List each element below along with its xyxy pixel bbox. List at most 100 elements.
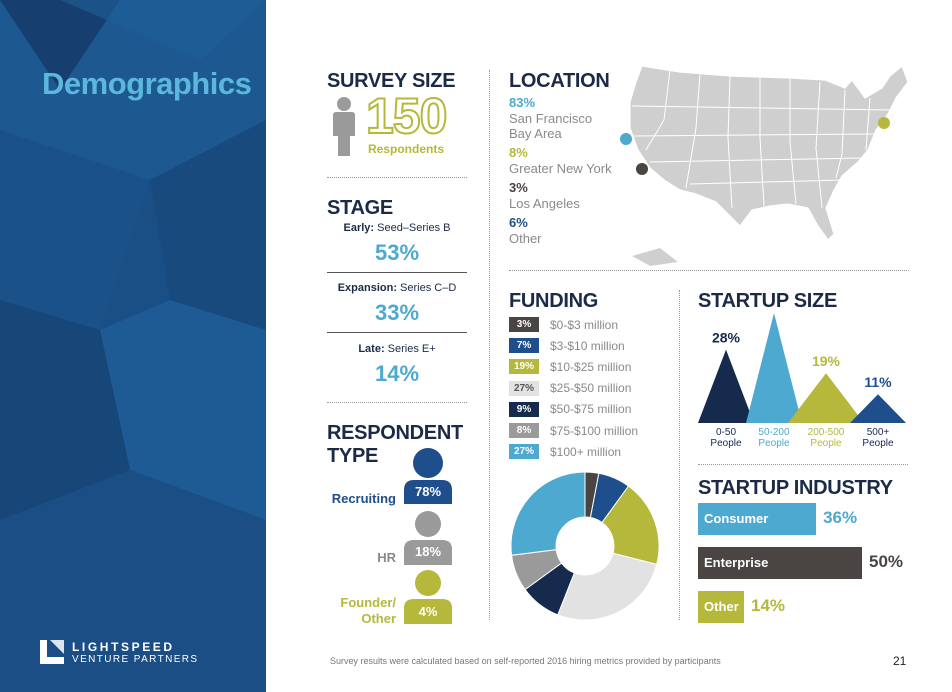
location-other-name: Other: [509, 231, 542, 246]
size-mountain: [850, 394, 906, 423]
background-polygons: [0, 0, 266, 692]
donut-slice: [510, 471, 586, 556]
funding-row: 19% $10-$25 million: [509, 359, 632, 375]
size-mountain: [746, 313, 802, 423]
location-sf-pct: 83%: [509, 95, 536, 110]
startup-size-chart: 28%0-50People42%50-200People19%200-500Pe…: [696, 293, 910, 465]
recruiting-label: Recruiting: [331, 491, 396, 506]
funding-row: 3% $0-$3 million: [509, 317, 618, 332]
location-sf-name-2: Bay Area: [509, 126, 562, 141]
industry-pct: 50%: [869, 552, 904, 571]
founder-person-icon: [401, 568, 455, 629]
column-divider: [489, 70, 490, 620]
stage-expansion-label: Expansion: Series C–D: [337, 282, 457, 294]
size-category-label: 50-200: [758, 427, 790, 438]
industry-bar: Consumer: [698, 503, 817, 535]
location-la-pct: 3%: [509, 180, 528, 195]
donut-slice: [601, 485, 660, 566]
location-other-pct: 6%: [509, 215, 528, 230]
funding-range-label: $10-$25 million: [550, 359, 632, 374]
respondents-label: Respondents: [368, 142, 445, 156]
stage-late-label: Late: Series E+: [358, 343, 436, 355]
location-ny-name: Greater New York: [509, 161, 612, 176]
hr-pct: 18%: [414, 544, 442, 559]
funding-row: 9% $50-$75 million: [509, 401, 632, 417]
size-category-label: People: [862, 438, 894, 449]
size-category-label: People: [710, 438, 742, 449]
funding-pct-badge: 7%: [509, 338, 539, 354]
us-map: [620, 58, 910, 273]
page-title: Demographics: [42, 66, 252, 101]
lightspeed-logo-icon: [40, 640, 64, 664]
page-number: 21: [893, 654, 907, 668]
survey-size-title: SURVEY SIZE: [327, 70, 456, 92]
funding-pct-badge: 27%: [509, 380, 539, 396]
funding-range-label: $25-$50 million: [550, 381, 632, 396]
funding-range-label: $0-$3 million: [550, 317, 619, 332]
funding-pct-badge: 19%: [509, 359, 539, 375]
sf-marker: [620, 133, 632, 145]
size-category-label: People: [758, 438, 790, 449]
size-category-label: 0-50: [716, 427, 736, 438]
recruiting-pct: 78%: [414, 484, 442, 499]
hr-person-icon: [401, 509, 455, 570]
section-divider: [327, 177, 467, 178]
funding-pct-badge: 27%: [509, 444, 539, 460]
stage-title: STAGE: [327, 197, 393, 219]
funding-range-label: $50-$75 million: [550, 402, 632, 417]
founder-label-2: Other: [361, 611, 396, 626]
ny-marker: [878, 117, 890, 129]
survey-size-value: 150: [365, 87, 448, 145]
donut-slice: [557, 552, 658, 621]
la-marker: [636, 163, 648, 175]
size-mountain: [788, 373, 864, 423]
industry-bar: Enterprise: [698, 547, 862, 579]
funding-range-label: $75-$100 million: [550, 423, 639, 438]
person-icon: [330, 96, 358, 161]
section-divider: [509, 270, 909, 271]
logo-name: LIGHTSPEED: [72, 640, 175, 654]
size-pct-label: 28%: [712, 330, 741, 346]
stage-expansion-pct: 33%: [374, 300, 420, 325]
industry-pct: 14%: [751, 596, 786, 615]
location-title: LOCATION: [509, 70, 610, 92]
funding-title: FUNDING: [509, 290, 599, 312]
respondent-type-title-2: TYPE: [327, 445, 379, 467]
stage-early-label: Early: Seed–Series B: [343, 222, 451, 234]
size-mountain: [698, 349, 754, 423]
size-pct-label: 19%: [812, 353, 841, 369]
location-la-name: Los Angeles: [509, 196, 580, 211]
stage-early-pct: 53%: [374, 240, 420, 265]
footer-note: Survey results were calculated based on …: [330, 656, 721, 666]
hr-label: HR: [377, 550, 396, 565]
section-divider: [327, 402, 467, 403]
funding-pct-badge: 9%: [509, 401, 539, 417]
funding-range-label: $3-$10 million: [550, 338, 625, 353]
funding-row: 8% $75-$100 million: [509, 423, 638, 438]
size-pct-label: 11%: [864, 374, 892, 390]
location-ny-pct: 8%: [509, 145, 528, 160]
size-category-label: 500+: [867, 427, 890, 438]
startup-size-title: STARTUP SIZE: [698, 290, 838, 312]
funding-pct-badge: 3%: [509, 317, 539, 332]
funding-range-label: $100+ million: [550, 444, 622, 459]
stage-divider: [327, 332, 467, 333]
logo-subtitle: VENTURE PARTNERS: [72, 654, 199, 665]
left-panel: [0, 0, 266, 692]
industry-bar: Other: [698, 591, 744, 623]
recruiting-person-icon: [401, 446, 455, 509]
startup-industry-title: STARTUP INDUSTRY: [698, 477, 893, 499]
funding-row: 27% $100+ million: [509, 444, 622, 460]
funding-pct-badge: 8%: [509, 423, 539, 438]
industry-pct: 36%: [823, 508, 858, 527]
stage-late-pct: 14%: [374, 361, 420, 386]
funding-row: 7% $3-$10 million: [509, 338, 625, 354]
size-category-label: 200-500: [808, 427, 845, 438]
founder-pct: 4%: [418, 604, 438, 619]
stage-divider: [327, 272, 467, 273]
column-divider: [679, 290, 680, 620]
size-category-label: People: [810, 438, 842, 449]
funding-donut-chart: [507, 470, 663, 627]
founder-label: Founder/: [340, 595, 396, 610]
funding-row: 27% $25-$50 million: [509, 380, 632, 396]
